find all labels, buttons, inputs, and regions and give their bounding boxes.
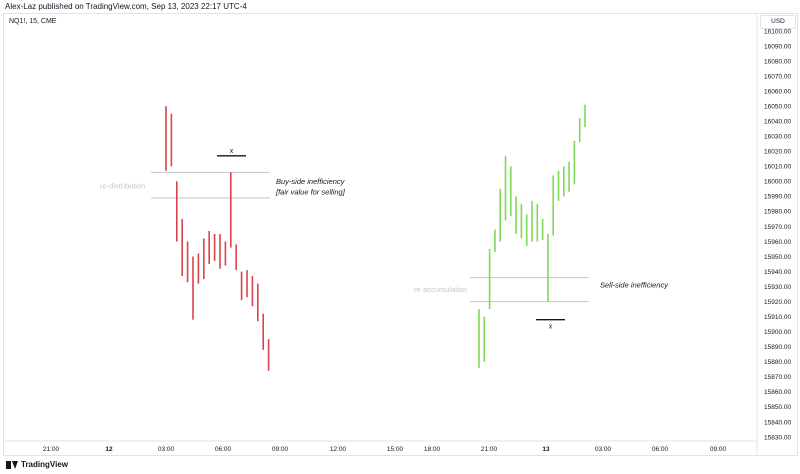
x-tick-label: 18:00 (424, 446, 441, 453)
x-tick-label: 13 (542, 446, 550, 453)
y-tick-label: 16100.00 (764, 28, 791, 35)
chart-frame[interactable] (3, 13, 798, 456)
y-tick-label: 16090.00 (764, 43, 791, 50)
y-tick-label: 16040.00 (764, 119, 791, 126)
y-tick-label: 16010.00 (764, 164, 791, 171)
y-tick-label: 15860.00 (764, 389, 791, 396)
y-tick-label: 15960.00 (764, 239, 791, 246)
footer-brand: TradingView (21, 460, 68, 469)
x-tick-label: 12 (105, 446, 113, 453)
x-tick-label: 06:00 (652, 446, 669, 453)
y-tick-label: 15850.00 (764, 404, 791, 411)
x-tick-label: 12:00 (330, 446, 347, 453)
x-tick-label: 21:00 (481, 446, 498, 453)
re-accumulation-label: re-accumulation (414, 285, 467, 294)
y-tick-label: 16070.00 (764, 73, 791, 80)
publish-header: Alex-Laz published on TradingView.com, S… (5, 2, 247, 11)
y-tick-label: 15890.00 (764, 344, 791, 351)
y-tick-label: 16000.00 (764, 179, 791, 186)
y-tick-label: 15930.00 (764, 284, 791, 291)
tradingview-logo-icon (6, 460, 18, 469)
currency-badge[interactable]: USD (760, 15, 796, 29)
buy-side-sublabel: [fair value for selling] (275, 187, 346, 196)
y-tick-label: 16060.00 (764, 88, 791, 95)
x-tick-label: 03:00 (595, 446, 612, 453)
buy-side-label: Buy-side inefficiency (276, 177, 346, 186)
re-distribution-label: re-distribution (100, 181, 145, 190)
y-tick-label: 16080.00 (764, 58, 791, 65)
y-tick-label: 16050.00 (764, 103, 791, 110)
x-marker-top-label: x (230, 148, 234, 155)
y-tick-label: 15970.00 (764, 224, 791, 231)
y-tick-label: 16020.00 (764, 149, 791, 156)
y-tick-label: 15950.00 (764, 254, 791, 261)
y-tick-label: 15870.00 (764, 374, 791, 381)
y-tick-label: 15880.00 (764, 359, 791, 366)
y-tick-label: 15900.00 (764, 329, 791, 336)
x-tick-label: 09:00 (272, 446, 289, 453)
y-tick-label: 15910.00 (764, 314, 791, 321)
y-tick-label: 16030.00 (764, 134, 791, 141)
x-marker-bottom-label: x (549, 324, 553, 331)
y-tick-label: 15840.00 (764, 419, 791, 426)
tradingview-logo[interactable]: TradingView (6, 460, 68, 469)
symbol-info[interactable]: NQ1!, 15, CME (9, 18, 57, 25)
x-tick-label: 15:00 (387, 446, 404, 453)
x-tick-label: 09:00 (710, 446, 727, 453)
y-tick-label: 15990.00 (764, 194, 791, 201)
x-tick-label: 21:00 (43, 446, 60, 453)
x-tick-label: 06:00 (215, 446, 232, 453)
y-tick-label: 15830.00 (764, 434, 791, 441)
sell-side-label: Sell-side inefficiency (600, 281, 669, 290)
x-tick-label: 03:00 (158, 446, 175, 453)
y-tick-label: 15920.00 (764, 299, 791, 306)
y-tick-label: 15980.00 (764, 209, 791, 216)
y-tick-label: 15940.00 (764, 269, 791, 276)
